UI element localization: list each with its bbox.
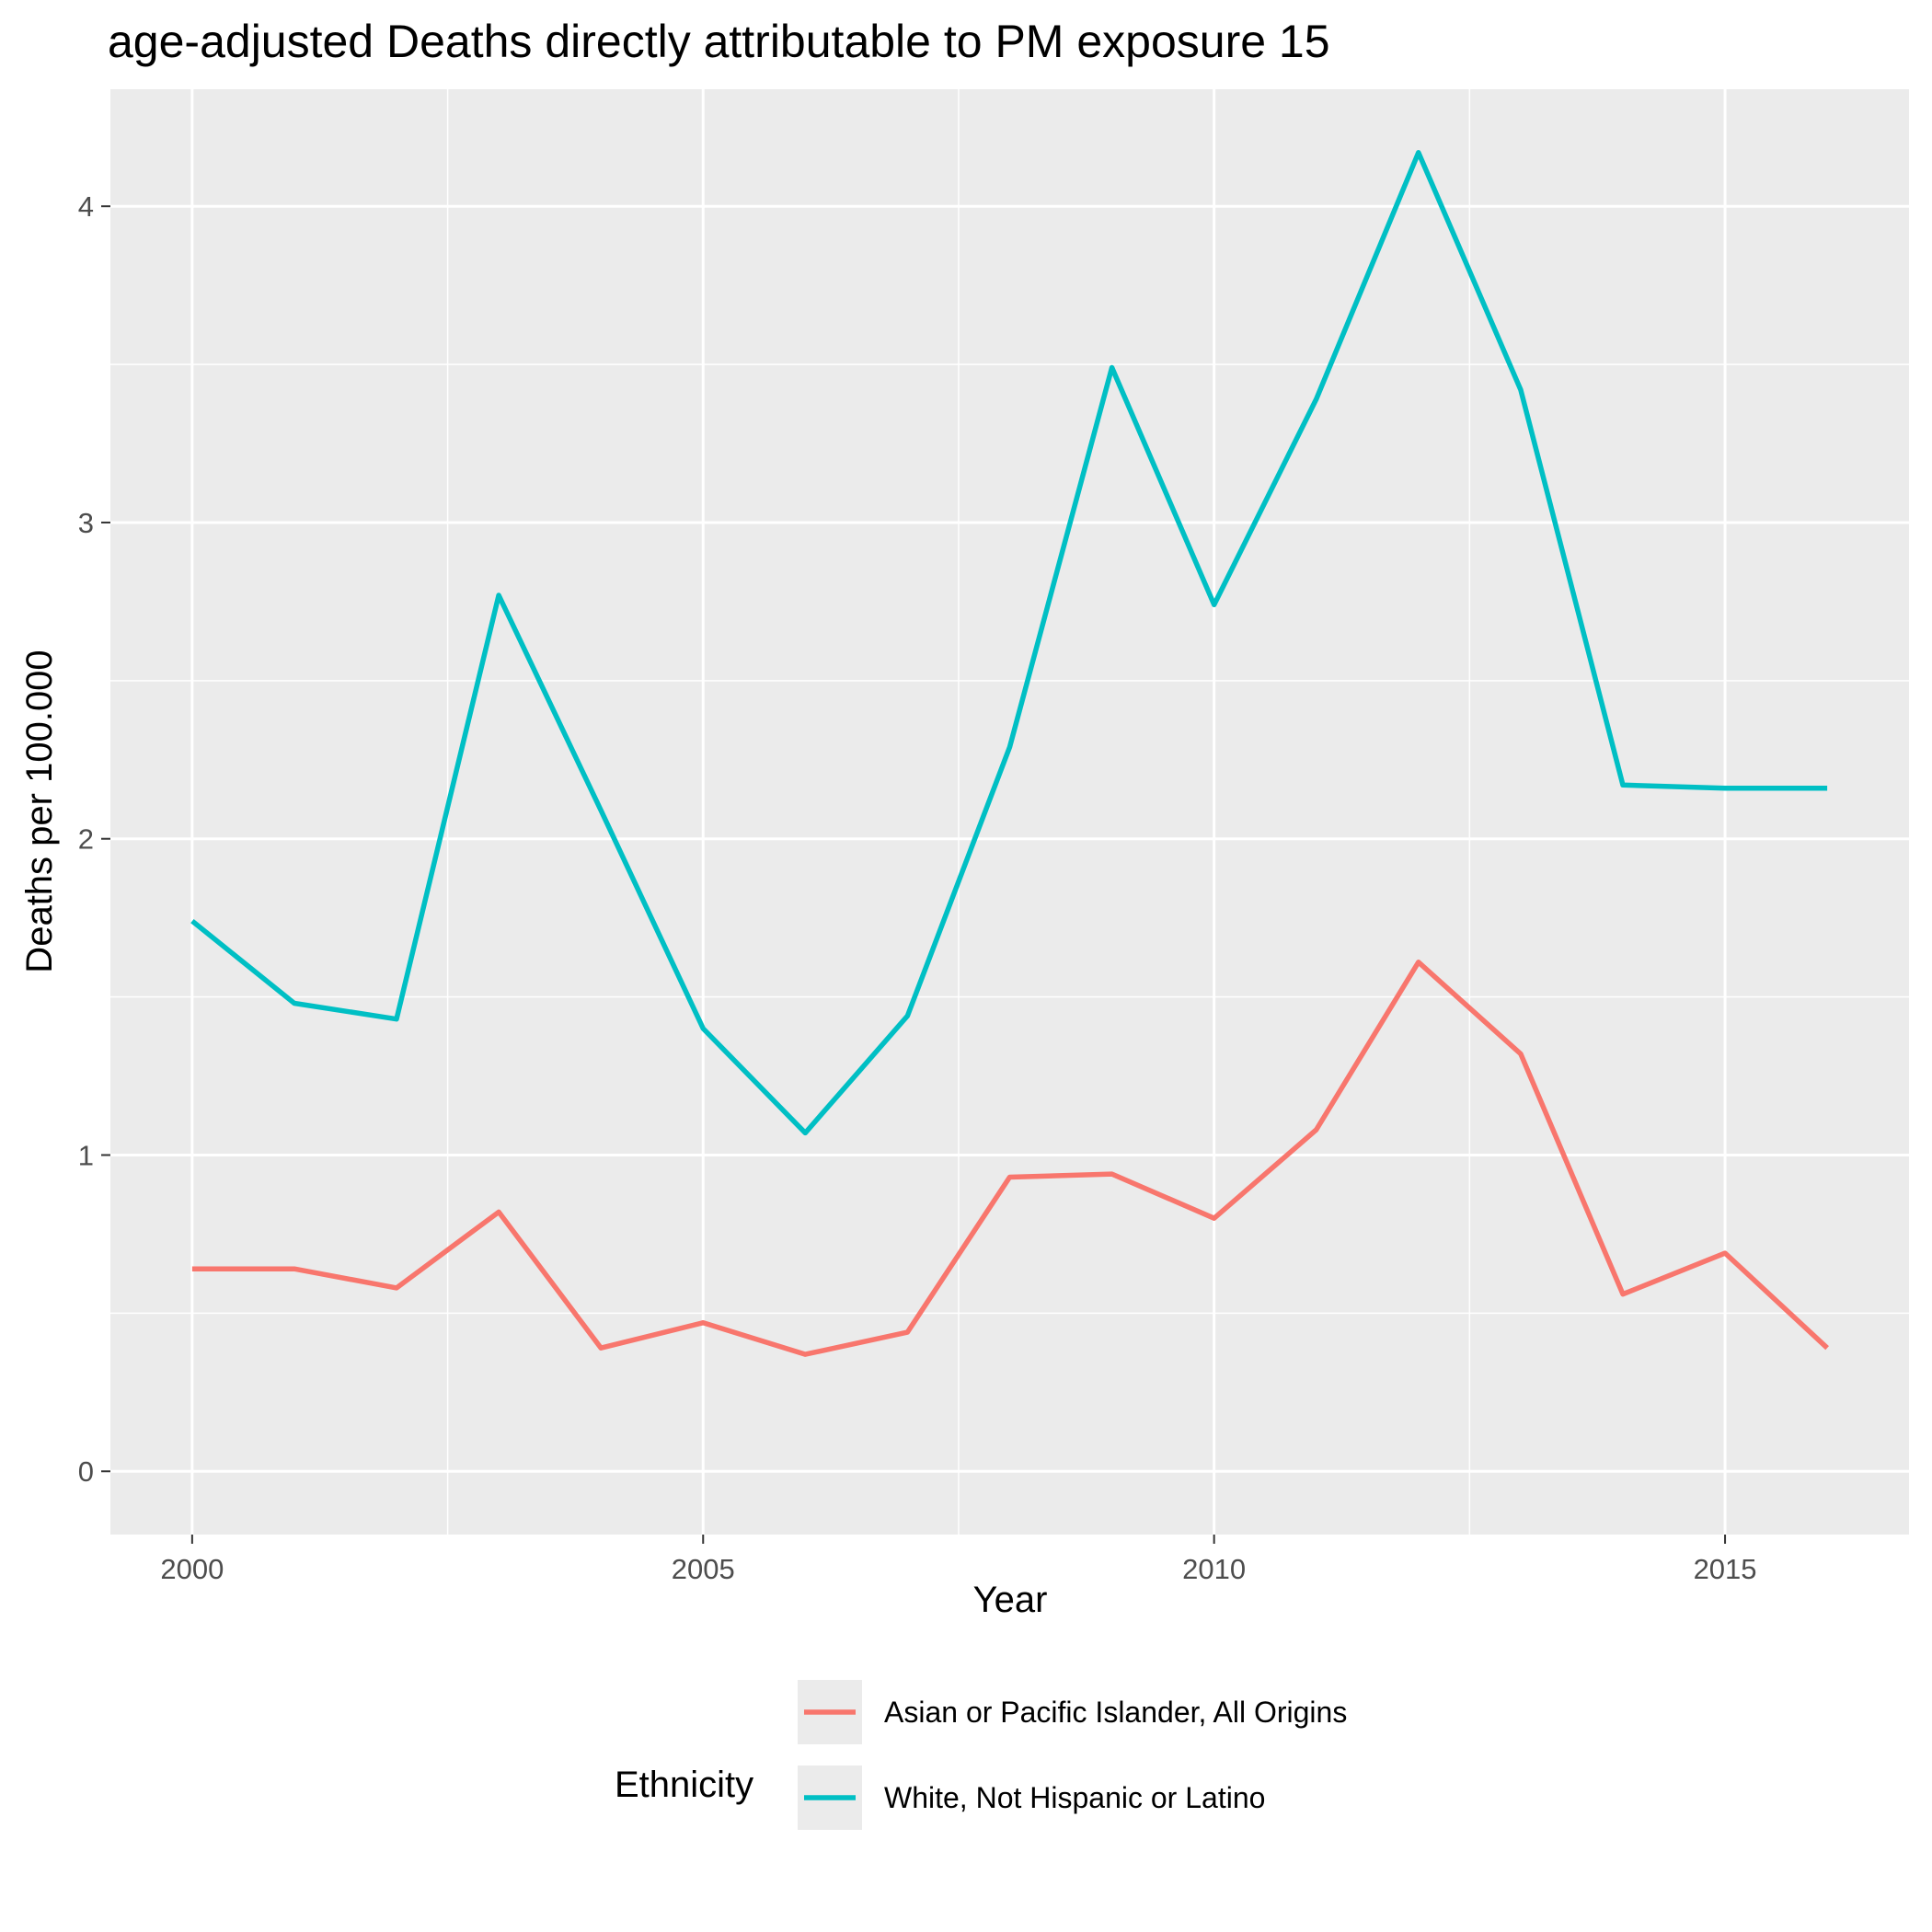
y-tick-label: 2 [78,823,94,856]
y-tick-label: 1 [78,1139,94,1171]
legend-label: Asian or Pacific Islander, All Origins [884,1696,1347,1729]
y-tick-label: 3 [78,507,94,539]
legend-label: White, Not Hispanic or Latino [884,1781,1265,1814]
plot-panel [110,89,1909,1535]
x-tick-label: 2015 [1694,1553,1757,1585]
x-tick-label: 2010 [1182,1553,1246,1585]
x-tick-label: 2000 [160,1553,224,1585]
legend-title: Ethnicity [615,1765,753,1805]
x-tick-label: 2005 [672,1553,735,1585]
x-axis: 2000 2005 2010 2015 [160,1535,1756,1585]
y-tick-label: 0 [78,1455,94,1488]
chart-title: age-adjusted Deaths directly attributabl… [108,16,1330,67]
y-tick-label: 4 [78,190,94,223]
legend: Ethnicity Asian or Pacific Islander, All… [615,1679,1347,1831]
y-axis: 0 1 2 3 4 [78,190,110,1488]
y-axis-title: Deaths per 100.000 [19,650,60,972]
x-axis-title: Year [973,1580,1048,1620]
legend-items: Asian or Pacific Islander, All Origins Wh… [797,1679,1347,1831]
